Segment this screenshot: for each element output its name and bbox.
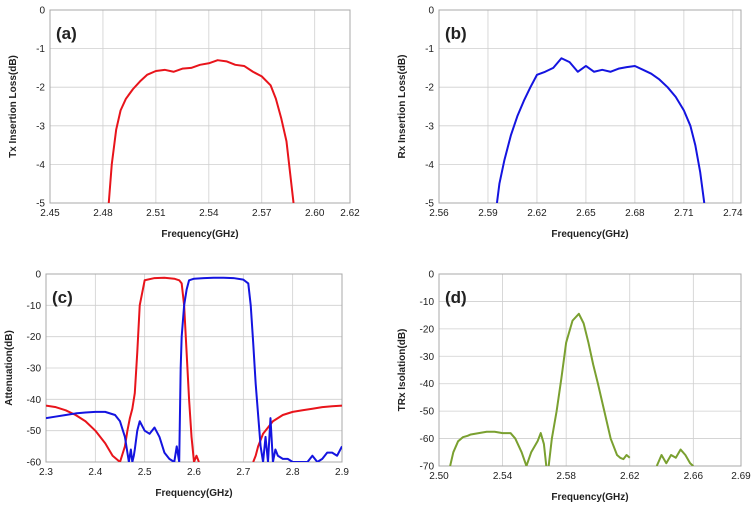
series-line-2 (46, 276, 342, 462)
x-tick-label: 2.6 (187, 467, 201, 478)
y-axis-label: Attenuation(dB) (4, 330, 15, 406)
y-tick-label: -2 (36, 83, 45, 94)
x-tick-label: 2.57 (252, 208, 272, 219)
x-tick-label: 2.4 (88, 467, 102, 478)
x-tick-label: 2.7 (236, 467, 250, 478)
y-tick-label: -4 (425, 160, 434, 171)
x-tick-label: 2.62 (340, 208, 360, 219)
panel-label: (b) (445, 24, 467, 43)
chart-panel-1: 2.45 2.48 2.51 2.54 2.57 2.60 2.62 0 -1 -2 -3 -4 -5 F… (8, 6, 360, 241)
x-tick-label: 2.9 (335, 467, 349, 478)
y-tick-label: -1 (36, 44, 45, 55)
y-tick-label: -60 (420, 434, 435, 445)
x-tick-label: 2.74 (723, 208, 743, 219)
series-line-1 (46, 276, 342, 462)
y-tick-label: -50 (27, 426, 42, 437)
x-tick-label: 2.48 (93, 208, 113, 219)
plot-frame (49, 9, 351, 204)
panel-label: (c) (52, 288, 73, 307)
y-tick-label: 0 (39, 6, 45, 17)
plot-frame (438, 9, 742, 204)
x-tick-label: 2.59 (478, 208, 498, 219)
y-tick-label: -5 (425, 199, 434, 210)
y-tick-label: -10 (27, 301, 42, 312)
x-tick-label: 2.58 (556, 471, 576, 482)
plot-border (49, 9, 351, 204)
x-tick-label: 2.65 (576, 208, 596, 219)
chart-panel-4: 2.50 2.54 2.58 2.62 2.66 2.69 0 -10 -20 -30 -40 -50… (397, 270, 751, 504)
x-tick-label: 2.68 (625, 208, 645, 219)
y-axis-label: Tx Insertion Loss(dB) (8, 55, 19, 158)
y-tick-label: 0 (428, 6, 434, 17)
y-tick-label: -4 (36, 160, 45, 171)
plot-border (438, 273, 742, 467)
plot-border (438, 9, 742, 204)
x-tick-label: 2.62 (527, 208, 547, 219)
y-tick-label: -5 (36, 199, 45, 210)
x-tick-label: 2.54 (199, 208, 219, 219)
y-tick-label: 0 (428, 270, 434, 281)
y-tick-label: -30 (420, 352, 435, 363)
y-tick-label: 0 (35, 270, 41, 281)
x-tick-label: 2.71 (674, 208, 694, 219)
x-tick-label: 2.66 (684, 471, 704, 482)
x-axis-label: Frequency(GHz) (551, 492, 628, 503)
panel-label: (d) (445, 288, 467, 307)
x-axis-label: Frequency(GHz) (155, 488, 232, 499)
y-tick-label: -30 (27, 364, 42, 375)
y-axis-label: Rx Insertion Loss(dB) (397, 55, 408, 159)
x-tick-label: 2.60 (305, 208, 325, 219)
x-tick-label: 2.8 (286, 467, 300, 478)
y-axis-label: TRx Isolation(dB) (397, 329, 408, 412)
y-tick-label: -20 (420, 324, 435, 335)
y-tick-label: -3 (36, 121, 45, 132)
x-tick-label: 2.56 (429, 208, 449, 219)
plot-frame (438, 273, 742, 467)
x-tick-label: 2.54 (493, 471, 513, 482)
y-tick-label: -1 (425, 44, 434, 55)
y-tick-label: -20 (27, 332, 42, 343)
x-tick-label: 2.3 (39, 467, 53, 478)
series-line-1 (449, 312, 694, 466)
chart-panel-3: 2.3 2.4 2.5 2.6 2.7 2.8 2.9 0 -10 -20 -30 -40 -50 -60… (4, 270, 349, 500)
series-line-1 (107, 59, 295, 203)
y-tick-label: -50 (420, 407, 435, 418)
x-tick-label: 2.69 (731, 471, 751, 482)
y-tick-label: -2 (425, 83, 434, 94)
y-tick-label: -40 (420, 379, 435, 390)
x-tick-label: 2.50 (429, 471, 449, 482)
y-tick-label: -60 (27, 458, 42, 469)
x-tick-label: 2.62 (620, 471, 640, 482)
panel-label: (a) (56, 24, 77, 43)
y-tick-label: -40 (27, 395, 42, 406)
x-tick-label: 2.51 (146, 208, 166, 219)
series-line-1 (495, 57, 706, 203)
y-tick-label: -70 (420, 462, 435, 473)
x-axis-label: Frequency(GHz) (551, 229, 628, 240)
x-tick-label: 2.45 (40, 208, 60, 219)
y-tick-label: -10 (420, 297, 435, 308)
x-axis-label: Frequency(GHz) (161, 229, 238, 240)
chart-panel-2: 2.56 2.59 2.62 2.65 2.68 2.71 2.74 0 -1 -2 -3 -4 -5 F… (397, 6, 743, 241)
x-tick-label: 2.5 (138, 467, 152, 478)
y-tick-label: -3 (425, 121, 434, 132)
